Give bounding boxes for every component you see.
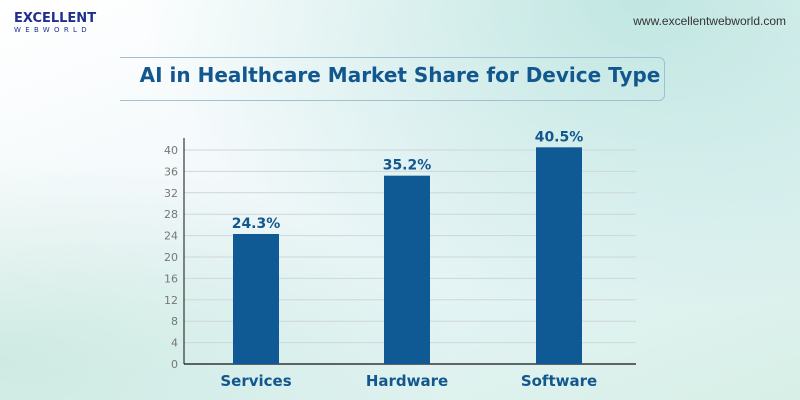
data-label: 24.3% <box>232 216 281 232</box>
y-tick-label: 32 <box>164 187 178 200</box>
y-tick-label: 4 <box>171 337 178 350</box>
logo: EXCELLENT WEBWORLD <box>14 12 96 35</box>
y-tick-label: 40 <box>164 144 178 157</box>
y-tick-label: 12 <box>164 294 178 307</box>
bar-hardware <box>384 175 430 364</box>
y-tick-label: 8 <box>171 315 178 328</box>
website-url: www.excellentwebworld.com <box>633 14 786 28</box>
y-tick-label: 0 <box>171 358 178 371</box>
x-tick-label: Software <box>521 372 597 390</box>
x-tick-label: Hardware <box>366 372 448 390</box>
data-label: 35.2% <box>383 158 432 174</box>
data-label: 40.5% <box>535 129 584 145</box>
logo-line2: WEBWORLD <box>14 26 91 34</box>
bar-software <box>536 147 582 364</box>
logo-line1: EXCELLENT <box>14 11 97 26</box>
title-frame <box>120 57 665 101</box>
chart-title: AI in Healthcare Market Share for Device… <box>139 63 661 87</box>
x-tick-label: Services <box>220 372 291 390</box>
y-tick-label: 28 <box>164 208 178 221</box>
y-tick-label: 20 <box>164 251 178 264</box>
bar-services <box>233 233 279 364</box>
y-tick-label: 36 <box>164 165 178 178</box>
y-tick-label: 24 <box>164 230 178 243</box>
y-tick-label: 16 <box>164 272 178 285</box>
